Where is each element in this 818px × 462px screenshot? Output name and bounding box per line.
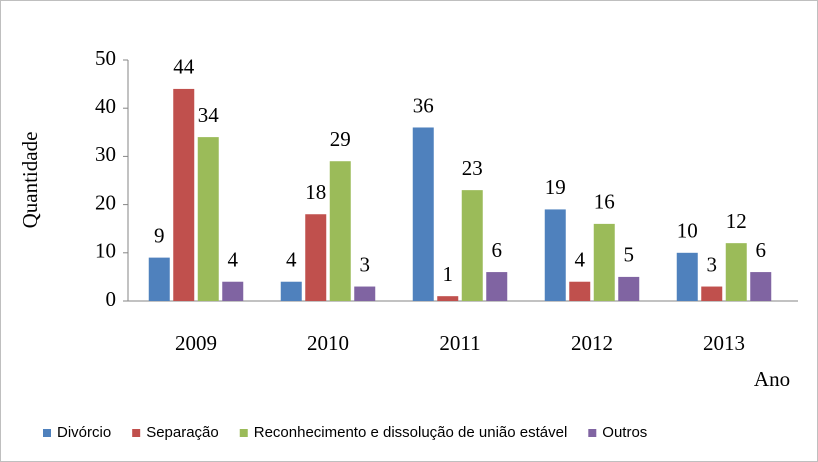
bar	[725, 243, 747, 301]
bar	[486, 272, 508, 301]
x-axis-title: Ano	[754, 367, 790, 391]
value-label: 6	[492, 238, 503, 262]
x-tick-label: 2012	[571, 331, 613, 355]
bar	[148, 257, 170, 301]
x-tick-label: 2009	[175, 331, 217, 355]
bar	[701, 286, 723, 301]
value-label: 36	[413, 93, 434, 117]
bar	[173, 88, 195, 301]
value-label: 5	[624, 243, 635, 267]
legend-swatch	[239, 429, 248, 437]
bar	[437, 296, 459, 301]
bar	[750, 272, 772, 301]
bar	[280, 281, 302, 301]
legend-label: Separação	[146, 424, 219, 441]
x-tick-label: 2011	[439, 331, 480, 355]
bar	[569, 281, 591, 301]
y-axis-title: Quantidade	[18, 132, 42, 229]
value-label: 18	[305, 180, 326, 204]
bar	[461, 190, 483, 301]
y-tick-label: 50	[95, 46, 116, 70]
value-label: 3	[360, 252, 371, 276]
legend-label: Reconhecimento e dissolução de união est…	[254, 424, 568, 441]
value-label: 1	[443, 262, 454, 286]
value-label: 12	[726, 209, 747, 233]
value-label: 4	[286, 248, 297, 272]
x-tick-label: 2013	[703, 331, 745, 355]
y-tick-label: 0	[106, 287, 117, 311]
legend-label: Divórcio	[57, 424, 111, 441]
bar	[618, 276, 640, 301]
legend-swatch	[132, 429, 141, 437]
y-tick-label: 40	[95, 94, 116, 118]
value-label: 34	[198, 103, 220, 127]
legend-label: Outros	[602, 424, 647, 441]
legend-swatch	[588, 429, 597, 437]
bar	[676, 252, 698, 301]
value-label: 19	[545, 175, 566, 199]
bar	[222, 281, 244, 301]
x-tick-label: 2010	[307, 331, 349, 355]
value-label: 4	[228, 248, 239, 272]
bar	[197, 137, 219, 301]
value-label: 29	[330, 127, 351, 151]
bar	[544, 209, 566, 301]
y-tick-label: 10	[95, 239, 116, 263]
y-tick-label: 30	[95, 142, 116, 166]
legend-swatch	[43, 429, 51, 437]
value-label: 4	[575, 248, 586, 272]
bar	[305, 214, 327, 301]
value-label: 6	[756, 238, 767, 262]
bar	[354, 286, 376, 301]
bar	[412, 127, 434, 301]
value-label: 9	[154, 223, 165, 247]
value-label: 3	[707, 252, 718, 276]
bar	[593, 223, 615, 301]
value-label: 10	[677, 219, 698, 243]
value-label: 16	[594, 190, 615, 214]
value-label: 23	[462, 156, 483, 180]
value-label: 44	[173, 55, 195, 79]
bar	[329, 161, 351, 301]
y-tick-label: 20	[95, 190, 116, 214]
